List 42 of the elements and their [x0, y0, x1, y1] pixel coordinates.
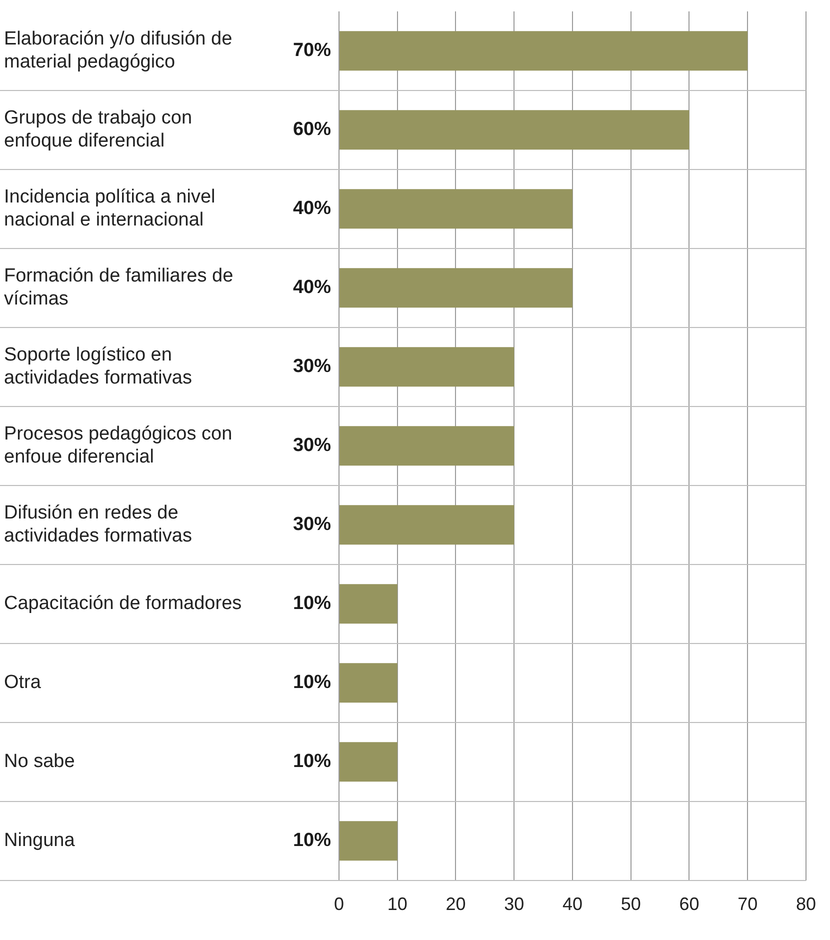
- y-tick-label: Difusión en redes de actividades formativas: [4, 502, 192, 547]
- bar: [340, 742, 398, 782]
- data-label: 30%: [292, 356, 332, 378]
- y-tick-label: Formación de familiares de vícimas: [4, 266, 234, 310]
- x-tick-label: 40: [562, 894, 583, 914]
- data-label: 30%: [292, 435, 332, 456]
- data-label: 60%: [292, 119, 332, 140]
- bar: [340, 584, 398, 624]
- bar: [340, 189, 572, 229]
- y-tick-label: Incidencia política a nivel nacional e internacional: [4, 186, 216, 231]
- x-tick-label: 60: [679, 894, 700, 914]
- bar: [340, 268, 572, 308]
- data-label: 70%: [292, 40, 332, 62]
- x-tick-label: 30: [504, 894, 524, 914]
- data-label: 10%: [292, 830, 332, 852]
- bar: [340, 821, 398, 861]
- y-tick-label: Otra: [4, 672, 42, 694]
- x-tick-label: 70: [738, 894, 758, 914]
- y-tick-label: Elaboración y/o difusión de material pedagógico: [4, 28, 232, 73]
- data-label: 10%: [292, 593, 332, 614]
- bar: [340, 110, 690, 150]
- data-label: 10%: [292, 751, 332, 772]
- x-tick-label: 50: [620, 894, 641, 914]
- x-tick-label: 80: [796, 894, 816, 914]
- bar: [340, 426, 514, 466]
- x-tick-label: 0: [334, 894, 344, 914]
- y-tick-label: Capacitación de formadores: [4, 593, 242, 614]
- y-tick-label: Procesos pedagógicos con enfoue diferencial: [4, 424, 232, 468]
- y-tick-label: Soporte logístico en actividades formativas: [4, 344, 192, 389]
- data-label: 40%: [292, 277, 332, 298]
- bar: [340, 505, 514, 545]
- y-tick-label: Grupos de trabajo con enfoque diferencial: [4, 108, 192, 152]
- x-tick-label: 20: [446, 894, 466, 914]
- data-label: 30%: [292, 514, 332, 536]
- bar: [340, 31, 748, 71]
- data-label: 40%: [292, 198, 332, 220]
- x-tick-label: 10: [387, 894, 408, 914]
- bar: [340, 347, 514, 387]
- bar: [340, 663, 398, 703]
- y-tick-label: No sabe: [4, 751, 75, 772]
- data-label: 10%: [292, 672, 332, 694]
- y-tick-label: Ninguna: [4, 830, 76, 852]
